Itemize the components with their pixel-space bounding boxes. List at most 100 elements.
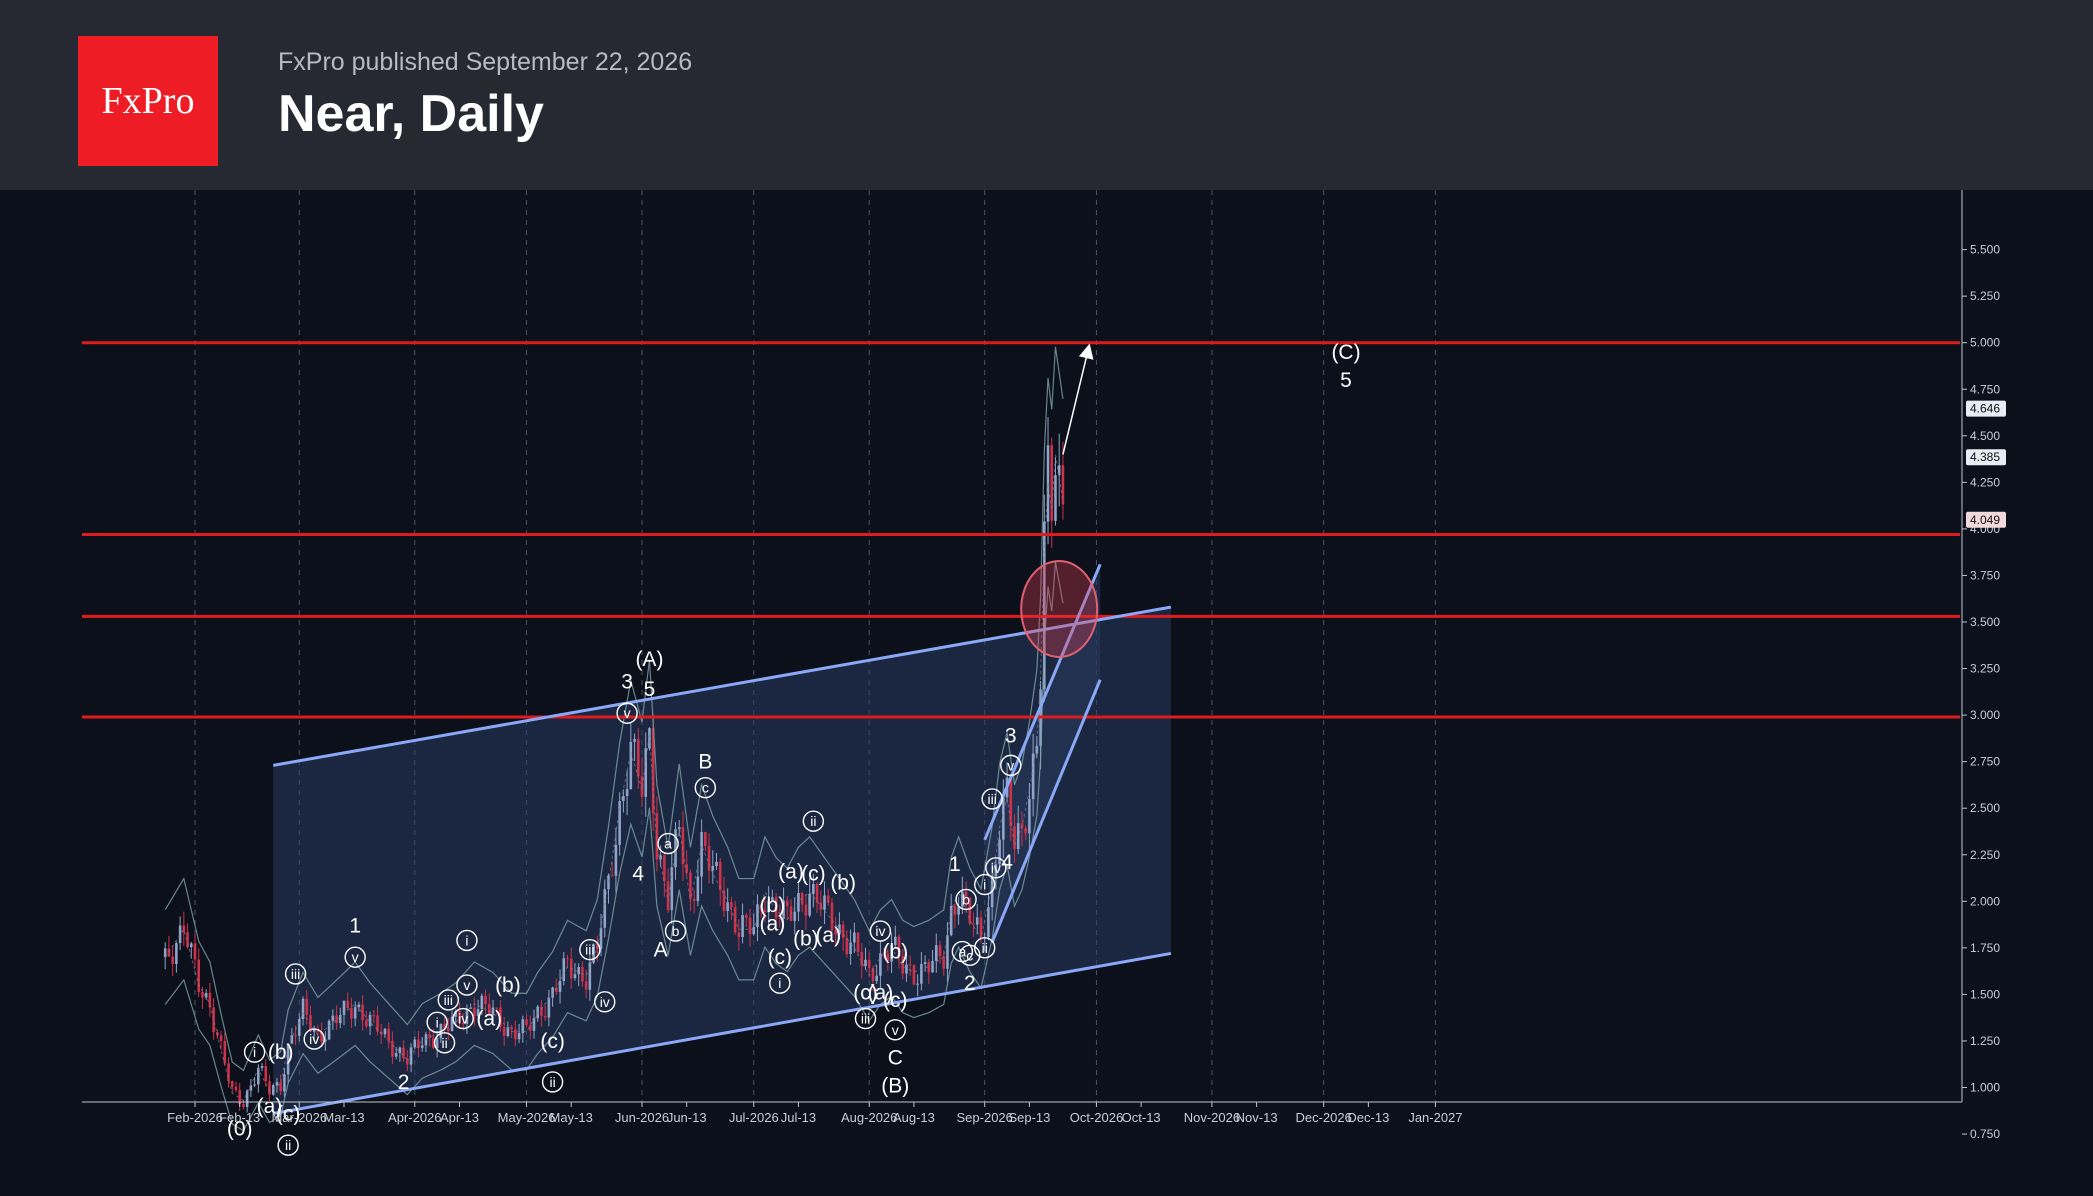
candle-body — [413, 1039, 417, 1048]
x-tick-label: Aug-2026 — [841, 1110, 897, 1125]
candle-body — [1057, 465, 1061, 476]
candle-body — [238, 1089, 241, 1104]
y-tick-label: 5.250 — [1970, 289, 2000, 303]
wave-label-circle — [616, 702, 638, 724]
candle-body — [864, 959, 867, 966]
price-tag-bg — [1966, 511, 2006, 528]
wave-label: 3 — [1005, 725, 1017, 748]
candles — [163, 346, 1065, 1132]
candle-body — [361, 1004, 364, 1021]
chart-title: Near, Daily — [278, 85, 544, 143]
candle-body — [476, 1009, 480, 1016]
candle-body — [320, 1031, 323, 1042]
candle-body — [968, 898, 972, 924]
candle-body — [897, 936, 901, 957]
candle-body — [853, 932, 856, 943]
wave-label-circle — [456, 929, 478, 952]
x-tick-label: Oct-2026 — [1070, 1110, 1123, 1125]
candle-body — [670, 867, 674, 911]
price-tag-bg — [1966, 400, 2006, 417]
candle-body — [242, 1103, 245, 1107]
candle-body — [275, 1082, 279, 1086]
candle-body — [603, 889, 607, 928]
candle-body — [335, 1015, 338, 1024]
candle-body — [901, 956, 905, 974]
candle-body — [562, 958, 566, 981]
wave-label-circle — [344, 946, 366, 968]
candle-body — [417, 1039, 420, 1048]
wave-label: (a) — [778, 861, 804, 884]
candle-body — [804, 904, 808, 916]
candle-body — [696, 876, 700, 901]
y-tick-label: 3.500 — [1970, 615, 2000, 629]
candle-body — [663, 855, 666, 882]
candle-body — [260, 1066, 264, 1068]
wave-label: iii — [861, 1011, 870, 1027]
candle-body — [469, 1007, 472, 1009]
wave-label: iv — [875, 923, 885, 939]
candle-body — [745, 915, 748, 918]
candle-body — [1054, 475, 1057, 521]
short-channel-upper-line — [983, 563, 1102, 841]
x-tick-label: Nov-13 — [1236, 1110, 1278, 1125]
candle-body — [979, 917, 983, 938]
wave-label: b — [962, 891, 970, 907]
candle-body — [365, 1020, 368, 1027]
wave-label: (a) — [760, 913, 786, 936]
candle-body — [838, 924, 841, 935]
candle-body — [946, 935, 949, 969]
wave-label: c — [966, 947, 973, 963]
candle-body — [785, 900, 789, 907]
candle-body — [253, 1084, 256, 1086]
y-tick-label: 1.500 — [1970, 987, 2000, 1001]
candle-body — [517, 1033, 521, 1040]
candle-body — [756, 904, 759, 928]
wave-label: 5 — [1340, 369, 1352, 392]
candle-body — [964, 891, 968, 899]
wave-label: v — [624, 705, 631, 721]
candle-body — [681, 827, 685, 865]
candle-body — [737, 932, 741, 938]
x-tick-label: Jun-13 — [667, 1110, 707, 1125]
candle-body — [435, 1038, 439, 1049]
candle-body — [189, 943, 193, 948]
candle-body — [879, 953, 882, 976]
header-bar: FxPro FxPro published September 22, 2026… — [0, 0, 2093, 190]
candle-body — [599, 927, 603, 950]
candle-body — [659, 855, 662, 860]
wave-label-circle — [974, 873, 996, 896]
wave-label: b — [672, 923, 680, 939]
candle-body — [506, 1027, 510, 1036]
x-tick-label: Apr-2026 — [388, 1110, 441, 1125]
candle-body — [398, 1047, 402, 1053]
candle-body — [905, 964, 908, 974]
candle-body — [301, 998, 305, 1020]
candle-body — [938, 945, 942, 957]
wave-label: a — [664, 836, 672, 852]
price-tag-bg — [1966, 449, 2006, 466]
wave-label: (b) — [268, 1041, 294, 1064]
price-tag: 4.049 — [1970, 513, 2000, 527]
wave-label: (c) — [853, 982, 878, 1005]
wave-label: 2 — [398, 1071, 410, 1094]
wave-label: (C) — [1331, 341, 1360, 364]
candle-body — [949, 905, 953, 936]
candle-body — [487, 1004, 491, 1016]
wave-label: i — [778, 975, 781, 991]
candle-body — [432, 1038, 435, 1049]
candle-body — [741, 915, 744, 938]
candle-body — [230, 1081, 234, 1087]
candle-body — [618, 801, 621, 845]
candle-body — [752, 927, 756, 935]
candle-body — [566, 958, 569, 960]
bollinger-mid — [164, 454, 1064, 1102]
wave-label: ii — [810, 813, 816, 829]
candle-body — [1013, 826, 1016, 850]
candle-body — [1028, 799, 1031, 834]
candle-body — [316, 1029, 320, 1032]
candle-body — [625, 789, 629, 797]
candle-body — [271, 1085, 275, 1095]
y-tick-label: 0.750 — [1970, 1127, 2000, 1141]
candle-body — [465, 1008, 469, 1024]
candle-body — [175, 943, 178, 964]
